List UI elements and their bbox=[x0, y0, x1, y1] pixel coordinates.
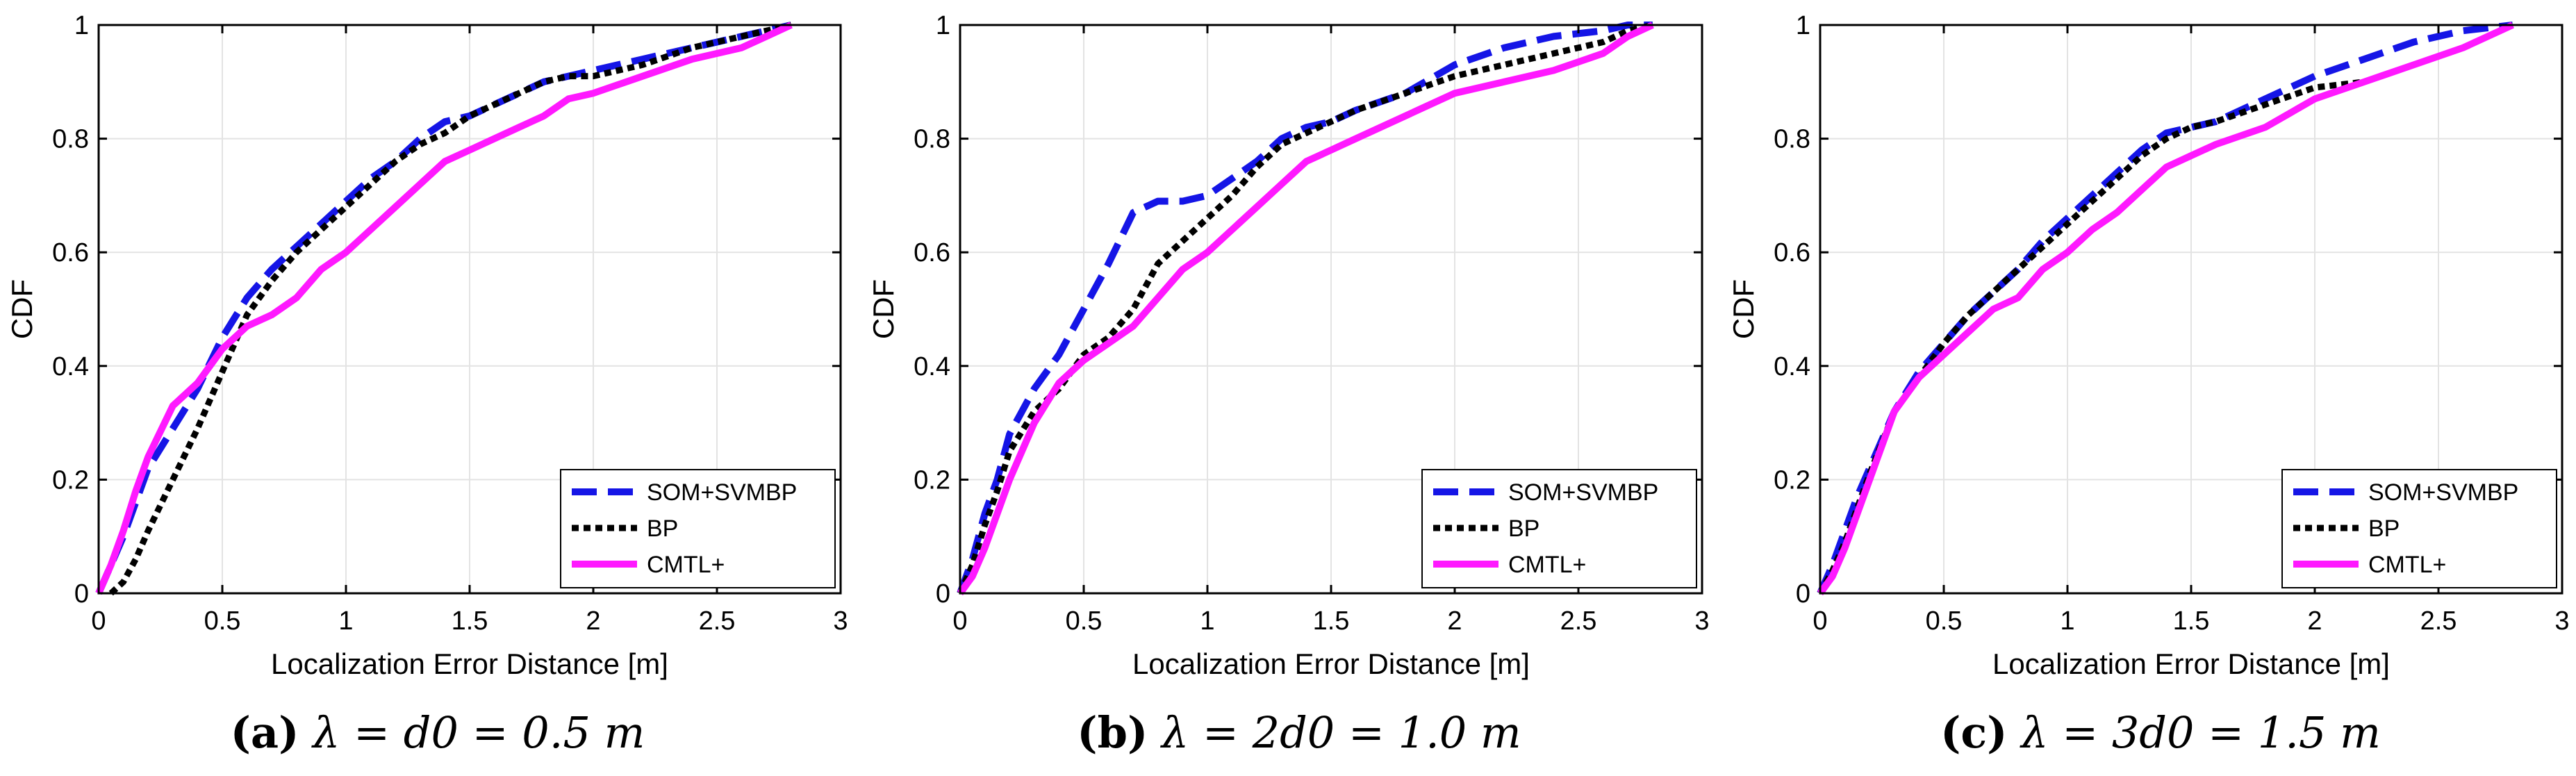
series-line-cmtl- bbox=[957, 22, 1654, 595]
legend-label: BP bbox=[647, 515, 678, 542]
legend-label: BP bbox=[2368, 515, 2400, 542]
series-line-som-svmbp bbox=[957, 22, 1653, 595]
x-axis-label: Localization Error Distance [m] bbox=[1992, 647, 2390, 680]
y-tick-label: 0.4 bbox=[52, 352, 89, 381]
y-tick-label: 0 bbox=[1796, 579, 1810, 609]
x-tick-label: 1 bbox=[338, 606, 353, 636]
y-tick-label: 0.8 bbox=[1774, 125, 1810, 154]
y-tick-label: 0 bbox=[74, 579, 89, 609]
chart-c: 0 0.5 1 1.5 2 2.5 3 0 0.2 0.4 0.6 0.8 1 Localization … bbox=[1727, 11, 2569, 680]
x-tick-label: 2 bbox=[586, 606, 600, 636]
caption-c: (c) λ = 3d0 = 1.5 m bbox=[1778, 702, 2543, 764]
x-tick-label: 1.5 bbox=[452, 606, 488, 636]
x-tick-label: 1 bbox=[1200, 606, 1214, 636]
chart-b: 0 0.5 1 1.5 2 2.5 3 0 0.2 0.4 0.6 0.8 1 Localization … bbox=[867, 11, 1709, 680]
y-tick-label: 0.2 bbox=[52, 465, 89, 495]
x-tick-label: 0 bbox=[952, 606, 967, 636]
series-line-cmtl- bbox=[95, 22, 793, 595]
x-tick-label: 0.5 bbox=[204, 606, 241, 636]
legend: SOM+SVMBP BP CMTL+ bbox=[1421, 469, 1697, 588]
x-axis-label: Localization Error Distance [m] bbox=[271, 647, 668, 680]
chart-a: 0 0.5 1 1.5 2 2.5 3 0 0.2 0.4 0.6 0.8 1 Localization … bbox=[6, 11, 848, 680]
y-tick-label: 1 bbox=[74, 11, 89, 40]
y-tick-label: 0.8 bbox=[914, 125, 950, 154]
x-tick-label: 2 bbox=[1447, 606, 1462, 636]
x-axis-label: Localization Error Distance [m] bbox=[1132, 647, 1530, 680]
series-line-som-svmbp bbox=[1817, 22, 2513, 595]
caption-b: (b) λ = 2d0 = 1.0 m bbox=[917, 702, 1681, 764]
y-tick-label: 1 bbox=[936, 11, 950, 40]
legend: SOM+SVMBP BP CMTL+ bbox=[2281, 469, 2557, 588]
x-tick-label: 1.5 bbox=[2173, 606, 2210, 636]
caption-c-math: λ = 3d0 = 1.5 m bbox=[2021, 707, 2381, 758]
y-tick-label: 0.2 bbox=[914, 465, 950, 495]
caption-a-math: λ = d0 = 0.5 m bbox=[313, 707, 645, 758]
x-tick-label: 1.5 bbox=[1313, 606, 1350, 636]
series-line-bp bbox=[108, 22, 792, 596]
legend-label: SOM+SVMBP bbox=[2368, 479, 2518, 506]
x-tick-label: 0 bbox=[1813, 606, 1827, 636]
legend-box bbox=[560, 469, 836, 588]
x-tick-label: 3 bbox=[2554, 606, 2569, 636]
caption-b-label: (b) bbox=[1077, 707, 1148, 758]
y-tick-label: 0.6 bbox=[914, 238, 950, 267]
legend-box bbox=[1421, 469, 1697, 588]
series-line-bp bbox=[957, 22, 1653, 595]
caption-b-math: λ = 2d0 = 1.0 m bbox=[1162, 707, 1521, 758]
y-tick-label: 0.8 bbox=[52, 125, 89, 154]
legend-label: BP bbox=[1508, 515, 1539, 542]
caption-c-label: (c) bbox=[1940, 707, 2008, 758]
x-tick-label: 2 bbox=[2307, 606, 2322, 636]
series-line-bp bbox=[1817, 22, 2514, 595]
y-tick-label: 0.4 bbox=[1774, 352, 1810, 381]
series-line-cmtl- bbox=[1817, 22, 2514, 595]
legend-label: SOM+SVMBP bbox=[647, 479, 797, 506]
x-tick-label: 0 bbox=[91, 606, 106, 636]
x-tick-label: 2.5 bbox=[699, 606, 736, 636]
x-tick-label: 1 bbox=[2060, 606, 2074, 636]
x-tick-label: 3 bbox=[1694, 606, 1709, 636]
x-tick-label: 3 bbox=[833, 606, 848, 636]
legend-label: CMTL+ bbox=[647, 552, 725, 578]
legend-label: SOM+SVMBP bbox=[1508, 479, 1658, 506]
y-tick-label: 0.6 bbox=[1774, 238, 1810, 267]
caption-a-label: (a) bbox=[230, 707, 299, 758]
x-tick-label: 0.5 bbox=[1926, 606, 1963, 636]
y-axis-label: CDF bbox=[6, 279, 38, 339]
y-axis-label: CDF bbox=[867, 279, 900, 339]
legend-label: CMTL+ bbox=[1508, 552, 1586, 578]
y-tick-label: 0.6 bbox=[52, 238, 89, 267]
caption-a: (a) λ = d0 = 0.5 m bbox=[56, 702, 820, 764]
x-tick-label: 2.5 bbox=[1560, 606, 1597, 636]
legend-label: CMTL+ bbox=[2368, 552, 2446, 578]
legend-box bbox=[2281, 469, 2557, 588]
x-tick-label: 0.5 bbox=[1066, 606, 1103, 636]
legend: SOM+SVMBP BP CMTL+ bbox=[560, 469, 836, 588]
x-tick-label: 2.5 bbox=[2420, 606, 2457, 636]
y-tick-label: 0 bbox=[936, 579, 950, 609]
y-tick-label: 0.4 bbox=[914, 352, 950, 381]
y-tick-label: 0.2 bbox=[1774, 465, 1810, 495]
y-axis-label: CDF bbox=[1727, 279, 1760, 339]
y-tick-label: 1 bbox=[1796, 11, 1810, 40]
